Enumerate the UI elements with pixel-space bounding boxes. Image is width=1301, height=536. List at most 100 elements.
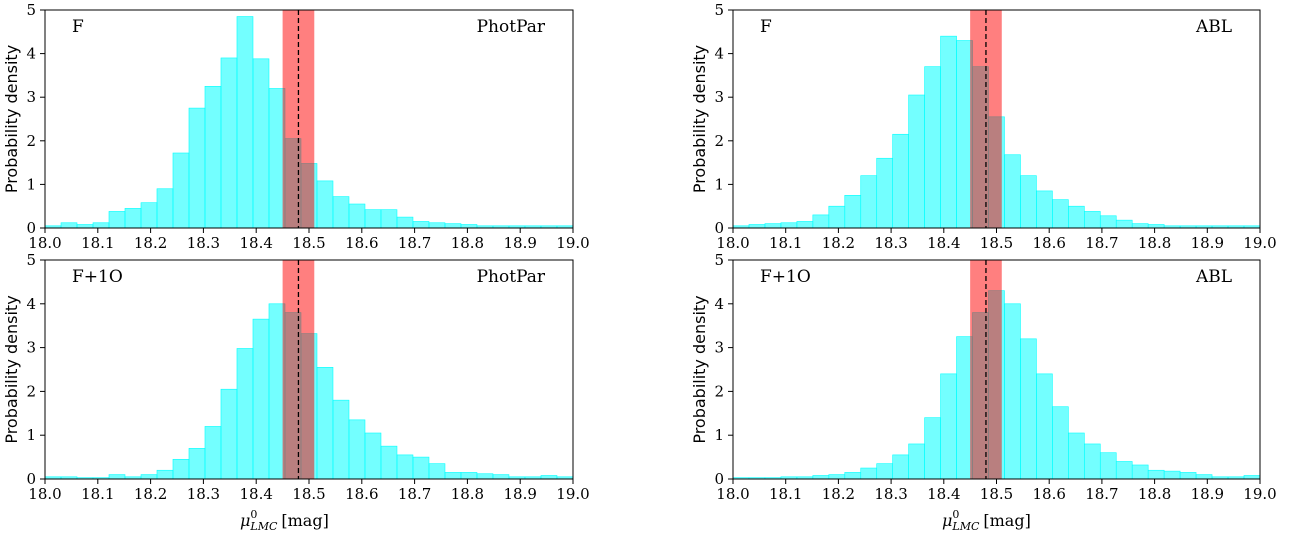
histogram-bar [316,180,334,229]
histogram-bar [188,107,206,229]
histogram-bar [1163,470,1181,480]
histogram-bar [172,152,190,229]
histogram-bar [908,94,925,229]
x-tick-label: 18.8 [451,234,484,252]
y-tick-label: 5 [26,251,36,269]
histogram-bar [236,348,254,480]
y-tick-label: 4 [26,295,36,313]
histogram-bar [316,367,334,480]
y-tick-label: 1 [26,426,36,444]
x-tick-label: 18.5 [292,485,325,503]
histogram-bar [396,216,414,229]
histogram-bar [460,224,478,229]
x-tick-label: 18.9 [1191,234,1224,252]
histogram-bar [1147,469,1165,480]
x-tick-label: 18.4 [927,485,960,503]
panel-label-left: F+1O [760,267,811,287]
x-tick-label: 18.4 [239,485,272,503]
x-tick-label: 18.6 [345,234,378,252]
histogram-bar [140,474,158,480]
histogram-bar [956,336,973,480]
y-tick-label: 3 [714,88,724,106]
y-tick-label: 2 [26,132,36,150]
histogram-bar [428,222,446,229]
y-tick-label: 2 [714,382,724,400]
histogram-bar [860,467,878,480]
histogram-bar [140,202,158,229]
x-tick-label: 18.3 [874,485,907,503]
x-tick-label: 18.0 [716,234,749,252]
y-tick-label: 0 [26,219,36,237]
y-tick-label: 3 [26,339,36,357]
histogram-bar [348,203,366,229]
histogram-bar [268,88,286,229]
x-tick-label: 19.0 [1243,234,1276,252]
histogram-bar [1099,215,1117,229]
panel-1: 18.0 18.1 18.2 18.3 18.4 18.5 18.6 18.7 18.8 18.9… [2,1,590,252]
histogram-bar [1195,474,1213,480]
y-tick-label: 0 [714,470,724,488]
histogram-bar [844,195,862,229]
histogram-bar [764,223,782,229]
x-tick-label: 18.9 [503,234,536,252]
histogram-bar [1243,475,1261,480]
histogram-bar [892,133,909,229]
histogram-bar [844,472,862,480]
histogram-bar [1068,205,1085,229]
histogram-bar [396,454,414,480]
y-tick-label: 4 [714,45,724,63]
x-tick-label: 18.5 [980,485,1013,503]
histogram-bar [1020,175,1037,229]
histogram-bar [876,463,893,480]
panel-label-right: PhotPar [477,17,546,37]
histogram-bar [748,224,766,229]
histogram-bar [924,417,941,480]
x-tick-label: 18.9 [503,485,536,503]
panel-4: 18.0 18.1 18.2 18.3 18.4 18.5 18.6 18.7 18.8 18.9… [690,251,1277,503]
histogram-bar [1004,303,1021,480]
y-tick-label: 3 [26,88,36,106]
y-tick-label: 1 [26,175,36,193]
histogram-bar [1179,472,1197,480]
histogram-bar [860,175,878,229]
histogram-bar [332,399,350,480]
y-axis-label: Probability density [690,295,709,443]
x-tick-label: 18.0 [716,485,749,503]
panel-label-left: F [72,17,84,37]
histogram-bar [444,223,462,229]
histogram-bar [76,224,94,229]
panel-label-left: F+1O [72,267,123,287]
x-tick-label: 18.7 [398,234,431,252]
x-tick-label: 18.0 [28,234,61,252]
histogram-bar [252,318,270,480]
histogram-bar [380,209,398,229]
y-tick-label: 5 [26,1,36,19]
x-tick-label: 18.9 [1191,485,1224,503]
histogram-bar [268,303,286,480]
histogram-bar [236,16,254,229]
x-axis-label-right: μ0 LMC [mag] [942,508,1031,533]
y-tick-label: 0 [714,219,724,237]
histogram-bar [92,222,110,229]
x-tick-label: 18.8 [1138,485,1171,503]
y-tick-label: 2 [714,132,724,150]
histogram-bar [172,458,190,480]
histogram-bar [492,474,510,480]
histogram-bar [204,86,222,229]
x-tick-label: 18.8 [1138,234,1171,252]
histogram-bar [124,208,142,229]
histogram-bar [1083,443,1101,480]
histogram-bar [812,214,830,229]
panel-label-right: ABL [1195,267,1232,287]
histogram-bar [1036,373,1053,480]
histogram-bar [1131,223,1149,229]
histogram-bar [780,222,798,229]
y-tick-label: 4 [26,45,36,63]
x-tick-label: 18.1 [81,234,114,252]
x-tick-label: 18.7 [1085,485,1118,503]
histogram-bar [1004,154,1021,229]
histogram-bar [476,473,494,480]
x-tick-label: 18.2 [134,485,167,503]
y-axis-label: Probability density [2,45,21,193]
histogram-bar [348,419,366,480]
